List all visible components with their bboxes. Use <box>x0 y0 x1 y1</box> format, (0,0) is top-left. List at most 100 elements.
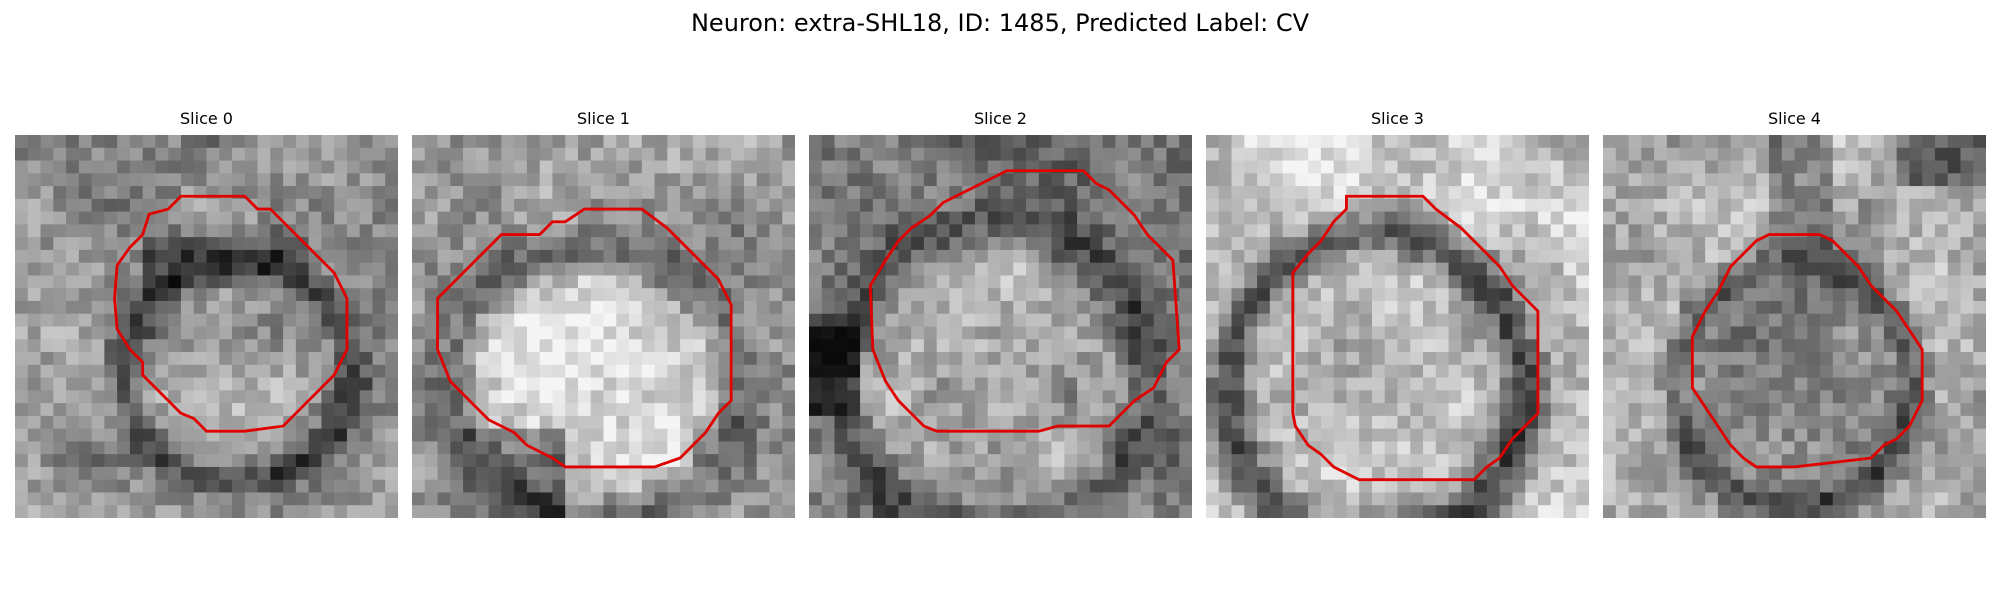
pixel <box>923 339 938 353</box>
pixel <box>193 198 208 213</box>
pixel <box>1474 198 1488 213</box>
pixel <box>718 173 732 187</box>
pixel <box>1486 224 1501 238</box>
pixel <box>78 505 93 518</box>
pixel <box>1166 173 1180 187</box>
pixel <box>565 390 579 404</box>
pixel <box>1756 211 1770 225</box>
pixel <box>1934 390 1949 404</box>
pixel <box>295 288 310 302</box>
pixel <box>872 249 887 264</box>
pixel <box>1537 352 1552 366</box>
pixel <box>142 505 156 518</box>
pixel <box>475 262 490 276</box>
pixel <box>1563 428 1577 442</box>
pixel <box>1231 364 1245 379</box>
pixel <box>1832 505 1847 518</box>
pixel <box>526 160 541 174</box>
pixel <box>78 428 93 442</box>
pixel <box>283 505 297 518</box>
pixel <box>936 326 950 340</box>
pixel <box>1013 249 1027 264</box>
pixel <box>1013 352 1027 366</box>
pixel <box>244 441 259 455</box>
pixel <box>206 352 220 366</box>
pixel <box>385 454 398 468</box>
pixel <box>1768 135 1783 149</box>
pixel <box>1499 135 1513 149</box>
pixel <box>1346 224 1360 238</box>
pixel <box>1231 237 1245 251</box>
pixel <box>1550 313 1564 328</box>
pixel <box>1692 173 1706 187</box>
pixel <box>1845 211 1859 225</box>
pixel <box>769 492 783 506</box>
slice-panel-1: Slice 1 <box>412 108 795 520</box>
pixel <box>1077 352 1091 366</box>
pixel <box>718 313 732 328</box>
pixel <box>1922 505 1936 518</box>
pixel <box>1218 313 1233 328</box>
pixel <box>232 326 246 340</box>
pixel <box>1308 415 1322 430</box>
pixel <box>756 147 770 162</box>
pixel <box>782 352 795 366</box>
pixel <box>129 479 144 493</box>
pixel <box>1717 441 1732 455</box>
pixel <box>821 415 836 430</box>
pixel <box>168 505 182 518</box>
pixel <box>1397 505 1411 518</box>
pixel <box>1512 441 1526 455</box>
pixel <box>450 466 464 481</box>
pixel <box>603 173 617 187</box>
pixel <box>911 275 925 289</box>
pixel <box>1486 249 1501 264</box>
pixel <box>1474 262 1488 276</box>
pixel <box>1794 186 1808 200</box>
pixel <box>847 339 861 353</box>
pixel <box>412 288 426 302</box>
pixel <box>1206 466 1220 481</box>
pixel <box>1218 135 1233 149</box>
pixel <box>1960 160 1974 174</box>
pixel <box>180 466 195 481</box>
pixel <box>1179 479 1192 493</box>
pixel <box>821 403 836 417</box>
pixel <box>193 275 208 289</box>
pixel <box>1960 249 1974 264</box>
pixel <box>1499 339 1513 353</box>
pixel <box>1397 364 1411 379</box>
pixel <box>155 492 169 506</box>
pixel <box>27 466 42 481</box>
pixel <box>552 339 566 353</box>
pixel <box>885 339 899 353</box>
pixel <box>283 326 297 340</box>
pixel <box>1423 147 1437 162</box>
pixel <box>1000 505 1014 518</box>
pixel <box>1883 275 1898 289</box>
pixel <box>385 505 398 518</box>
pixel <box>577 454 592 468</box>
pixel <box>1537 364 1552 379</box>
pixel <box>1947 237 1961 251</box>
pixel <box>756 135 770 149</box>
pixel <box>577 492 592 506</box>
pixel <box>680 505 694 518</box>
pixel <box>539 198 553 213</box>
pixel <box>437 198 451 213</box>
pixel <box>1525 339 1539 353</box>
pixel <box>321 352 335 366</box>
pixel <box>1603 211 1617 225</box>
pixel <box>1756 288 1770 302</box>
pixel <box>1641 262 1655 276</box>
pixel <box>1909 160 1923 174</box>
pixel <box>539 160 553 174</box>
pixel <box>346 479 361 493</box>
pixel <box>898 479 912 493</box>
pixel <box>1206 262 1220 276</box>
pixel <box>936 237 950 251</box>
pixel <box>1269 415 1284 430</box>
pixel <box>1922 186 1936 200</box>
pixel <box>987 492 1002 506</box>
pixel <box>1166 198 1180 213</box>
